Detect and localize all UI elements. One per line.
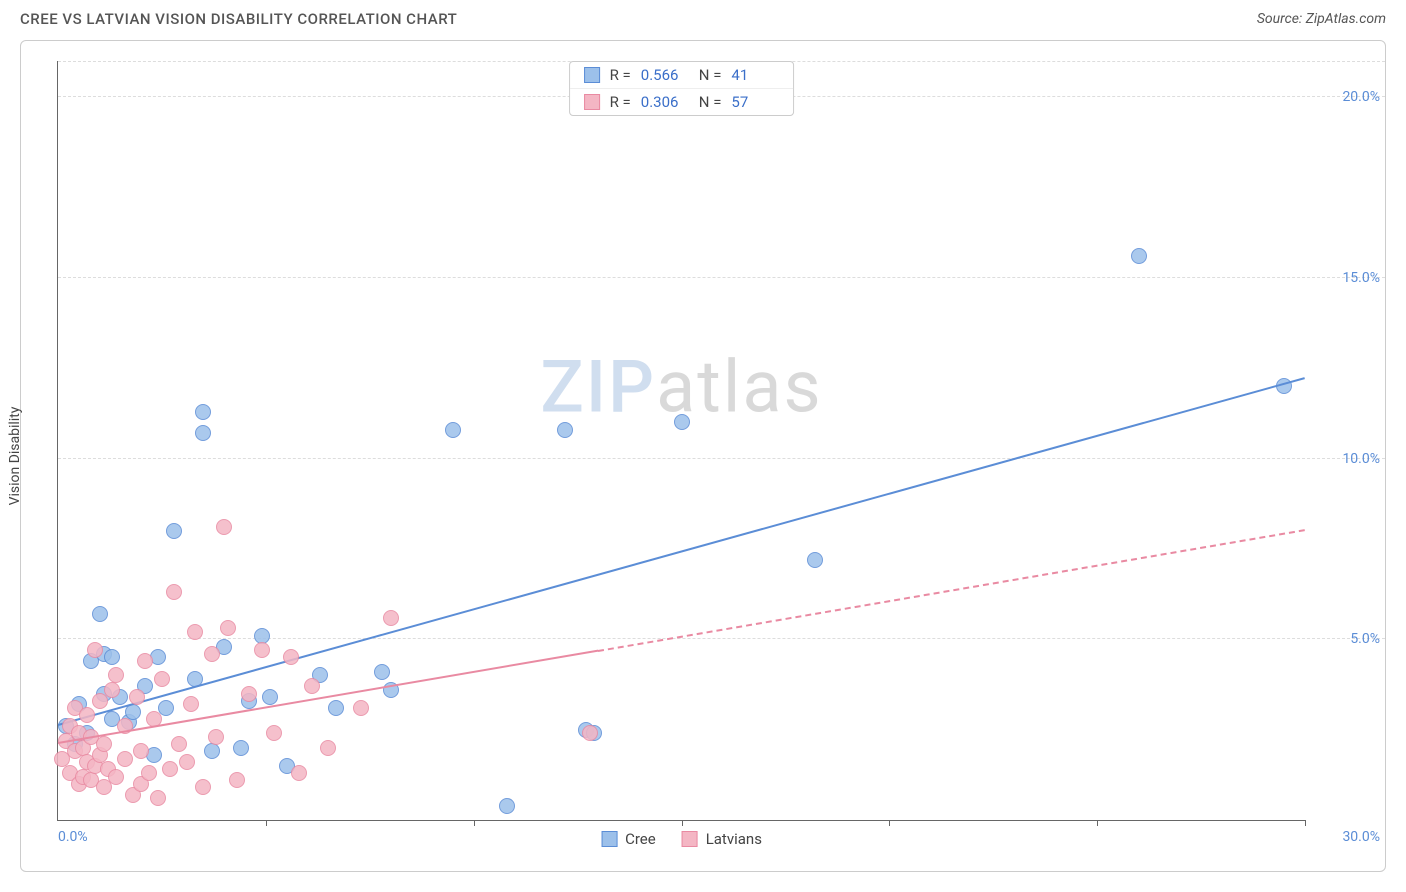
data-point [204,646,220,662]
x-tick [682,820,683,826]
data-point [445,422,461,438]
data-point [150,790,166,806]
x-tick-label: 0.0% [58,829,88,845]
data-point [117,751,133,767]
gridline [58,458,1385,459]
data-point [283,649,299,665]
data-point [104,682,120,698]
series-name: Latvians [706,830,762,848]
x-tick [1305,820,1306,826]
legend-series: Cree Latvians [601,830,762,848]
data-point [291,765,307,781]
n-value: 57 [731,93,779,111]
data-point [241,686,257,702]
data-point [233,740,249,756]
data-point [96,736,112,752]
data-point [108,769,124,785]
data-point [216,519,232,535]
data-point [195,425,211,441]
data-point [195,779,211,795]
swatch-icon [584,94,600,110]
legend-item: Latvians [682,830,762,848]
data-point [195,404,211,420]
swatch-icon [584,67,600,83]
data-point [807,552,823,568]
data-point [220,620,236,636]
legend-item: Cree [601,830,656,848]
y-tick-label: 10.0% [1342,451,1380,467]
data-point [304,678,320,694]
r-value: 0.566 [641,66,689,84]
data-point [1131,248,1147,264]
data-point [320,740,336,756]
data-point [499,798,515,814]
r-label: R = [610,66,631,84]
data-point [129,689,145,705]
data-point [179,754,195,770]
data-point [137,653,153,669]
swatch-icon [682,831,698,847]
data-point [183,696,199,712]
data-point [108,667,124,683]
data-point [383,610,399,626]
data-point [557,422,573,438]
watermark-a: ZIP [540,345,656,430]
swatch-icon [601,831,617,847]
data-point [266,725,282,741]
legend-row: R = 0.566 N = 41 [570,62,794,88]
data-point [141,765,157,781]
data-point [582,725,598,741]
data-point [166,523,182,539]
y-axis-label: Vision Disability [7,407,23,506]
trend-line [598,529,1305,652]
data-point [162,761,178,777]
data-point [187,624,203,640]
n-label: N = [699,93,722,111]
x-tick-label: 30.0% [1342,829,1380,845]
data-point [171,736,187,752]
x-tick [474,820,475,826]
x-tick [889,820,890,826]
data-point [208,729,224,745]
data-point [204,743,220,759]
data-point [79,707,95,723]
data-point [254,642,270,658]
gridline [58,277,1385,278]
data-point [104,649,120,665]
x-tick [1097,820,1098,826]
data-point [92,606,108,622]
r-label: R = [610,93,631,111]
series-name: Cree [625,830,656,848]
y-tick-label: 15.0% [1342,270,1380,286]
data-point [158,700,174,716]
data-point [154,671,170,687]
chart-title: CREE VS LATVIAN VISION DISABILITY CORREL… [20,10,457,28]
legend-row: R = 0.306 N = 57 [570,88,794,115]
chart-container: Vision Disability ZIPatlas R = 0.566 N =… [20,40,1386,872]
plot-area: ZIPatlas R = 0.566 N = 41 R = 0.306 N = … [57,61,1305,821]
data-point [87,642,103,658]
n-label: N = [699,66,722,84]
y-tick-label: 5.0% [1350,631,1380,647]
data-point [229,772,245,788]
data-point [674,414,690,430]
n-value: 41 [731,66,779,84]
data-point [133,743,149,759]
source-label: Source: ZipAtlas.com [1257,11,1386,27]
r-value: 0.306 [641,93,689,111]
y-tick-label: 20.0% [1342,89,1380,105]
x-tick [266,820,267,826]
data-point [166,584,182,600]
data-point [262,689,278,705]
data-point [353,700,369,716]
legend-stats: R = 0.566 N = 41 R = 0.306 N = 57 [569,61,795,116]
data-point [328,700,344,716]
data-point [374,664,390,680]
